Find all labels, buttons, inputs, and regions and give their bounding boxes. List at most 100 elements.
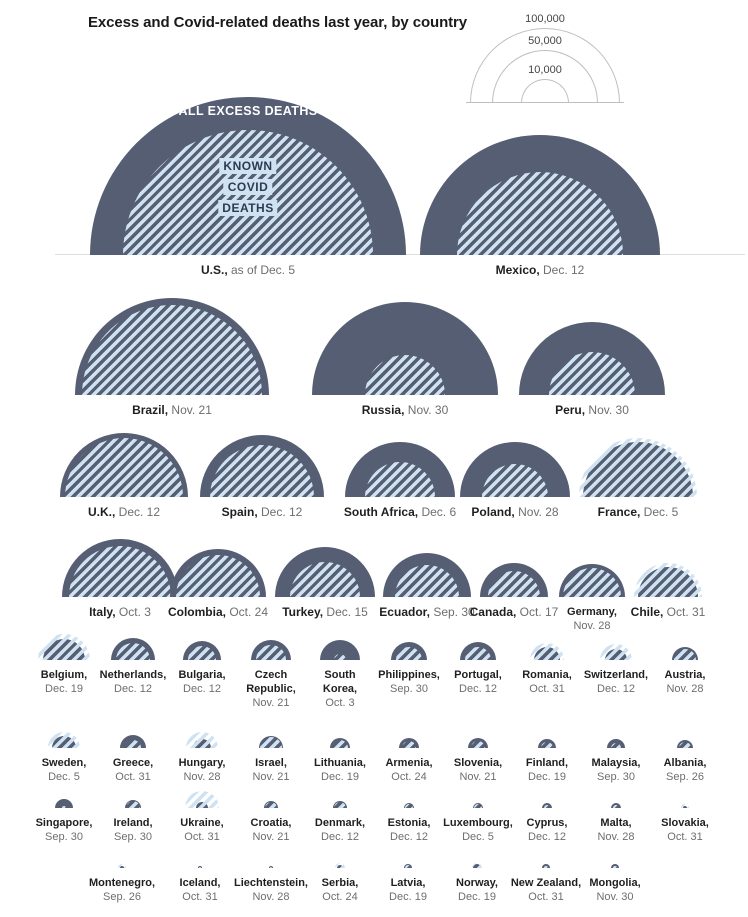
country-label: Mexico, Dec. 12 bbox=[495, 263, 585, 277]
country-label: Ukraine, Oct. 31 bbox=[180, 817, 224, 843]
country-label: Mongolia, Nov. 30 bbox=[589, 877, 641, 903]
country-label: Romania, Oct. 31 bbox=[522, 669, 572, 695]
country-label: Bulgaria, Dec. 12 bbox=[178, 669, 226, 695]
country-label: Netherlands, Dec. 12 bbox=[99, 669, 167, 695]
covid-deaths-semicircle bbox=[634, 563, 702, 597]
covid-deaths-semicircle bbox=[530, 643, 564, 660]
country-label: Denmark, Dec. 12 bbox=[314, 817, 366, 843]
covid-deaths-semicircle bbox=[405, 804, 413, 808]
annotation-known-covid-deaths: KNOWN COVID DEATHS bbox=[218, 158, 278, 216]
excess-deaths-semicircle bbox=[320, 640, 360, 660]
country-label: Singapore, Sep. 30 bbox=[35, 817, 93, 843]
covid-deaths-semicircle bbox=[396, 647, 422, 660]
country-label: Slovakia, Oct. 31 bbox=[661, 817, 709, 843]
chart-title: Excess and Covid-related deaths last yea… bbox=[88, 14, 468, 31]
annotation-all-excess-deaths: ALL EXCESS DEATHS bbox=[178, 104, 318, 118]
covid-deaths-semicircle bbox=[62, 806, 66, 808]
country-label: South Korea, Oct. 3 bbox=[322, 669, 358, 709]
country-label: Iceland, Oct. 31 bbox=[179, 877, 221, 903]
annotation-known-covid-line: COVID bbox=[223, 179, 273, 195]
covid-deaths-semicircle bbox=[260, 737, 282, 748]
country-label: Chile, Oct. 31 bbox=[630, 605, 706, 619]
covid-deaths-semicircle bbox=[465, 647, 491, 660]
covid-deaths-semicircle bbox=[334, 654, 346, 660]
country-label: Italy, Oct. 3 bbox=[89, 605, 151, 619]
covid-deaths-semicircle bbox=[265, 802, 277, 808]
country-label: Switzerland, Dec. 12 bbox=[583, 669, 649, 695]
country-label: Portugal, Dec. 12 bbox=[454, 669, 502, 695]
legend-baseline bbox=[466, 102, 624, 103]
country-label: Finland, Dec. 19 bbox=[525, 757, 569, 783]
covid-deaths-semicircle bbox=[474, 804, 482, 808]
annotation-known-covid-line: KNOWN bbox=[219, 158, 277, 174]
covid-deaths-semicircle bbox=[186, 732, 218, 748]
country-label: Norway, Dec. 19 bbox=[456, 877, 498, 903]
country-label: Turkey, Dec. 15 bbox=[282, 605, 368, 619]
covid-deaths-semicircle bbox=[38, 634, 90, 660]
country-label: Poland, Nov. 28 bbox=[471, 505, 559, 519]
covid-deaths-semicircle bbox=[125, 740, 141, 748]
covid-deaths-semicircle bbox=[544, 805, 550, 808]
covid-deaths-semicircle bbox=[116, 643, 150, 660]
excess-deaths-semicircle bbox=[55, 799, 73, 808]
legend-ring-label: 50,000 bbox=[528, 35, 562, 47]
annotation-known-covid-line: DEATHS bbox=[218, 200, 278, 216]
covid-deaths-semicircle bbox=[544, 866, 548, 868]
country-label: Montenegro, Sep. 26 bbox=[89, 877, 155, 903]
covid-deaths-semicircle bbox=[402, 741, 416, 748]
covid-deaths-semicircle bbox=[126, 801, 140, 808]
country-label: Armenia, Oct. 24 bbox=[385, 757, 433, 783]
country-label: Greece, Oct. 31 bbox=[112, 757, 154, 783]
covid-deaths-semicircle bbox=[681, 804, 689, 808]
country-label: Latvia, Dec. 19 bbox=[389, 877, 427, 903]
country-label: Czech Republic, Nov. 21 bbox=[246, 669, 296, 709]
country-label: Estonia, Dec. 12 bbox=[387, 817, 431, 843]
covid-deaths-semicircle bbox=[405, 865, 411, 868]
covid-deaths-semicircle bbox=[600, 644, 632, 660]
covid-deaths-semicircle bbox=[613, 805, 619, 808]
country-label: Israel, Nov. 21 bbox=[252, 757, 290, 783]
covid-deaths-semicircle bbox=[472, 863, 482, 868]
country-label: Spain, Dec. 12 bbox=[221, 505, 303, 519]
country-label: Cyprus, Dec. 12 bbox=[526, 817, 568, 843]
country-label: Russia, Nov. 30 bbox=[361, 403, 449, 417]
covid-deaths-semicircle bbox=[82, 305, 262, 395]
covid-deaths-semicircle bbox=[335, 863, 345, 868]
country-label: Canada, Oct. 17 bbox=[469, 605, 559, 619]
country-label: Ecuador, Sep. 30 bbox=[379, 605, 475, 619]
country-label: Luxembourg, Dec. 5 bbox=[443, 817, 513, 843]
country-label: Germany, Nov. 28 bbox=[567, 606, 617, 632]
country-label: Liechtenstein, Nov. 28 bbox=[234, 877, 308, 903]
covid-deaths-semicircle bbox=[679, 742, 691, 748]
country-label: Malta, Nov. 28 bbox=[597, 817, 635, 843]
country-label: U.K., Dec. 12 bbox=[87, 505, 161, 519]
covid-deaths-semicircle bbox=[471, 741, 485, 748]
country-label: Albania, Sep. 26 bbox=[663, 757, 707, 783]
covid-deaths-semicircle bbox=[256, 645, 286, 660]
country-label: Croatia, Nov. 21 bbox=[250, 817, 292, 843]
legend-ring-label: 10,000 bbox=[528, 64, 562, 76]
country-label: Serbia, Oct. 24 bbox=[321, 877, 359, 903]
country-label: Brazil, Nov. 21 bbox=[132, 403, 212, 417]
covid-deaths-semicircle bbox=[332, 740, 348, 748]
legend-ring-label: 100,000 bbox=[525, 13, 565, 25]
covid-deaths-semicircle bbox=[48, 732, 80, 748]
country-label: Lithuania, Dec. 19 bbox=[314, 757, 366, 783]
country-label: Philippines, Sep. 30 bbox=[378, 669, 440, 695]
country-label: South Africa, Dec. 6 bbox=[343, 505, 457, 519]
country-label: Belgium, Dec. 19 bbox=[40, 669, 88, 695]
country-label: Malaysia, Sep. 30 bbox=[591, 757, 641, 783]
covid-deaths-semicircle bbox=[541, 742, 553, 748]
country-label: U.S., as of Dec. 5 bbox=[200, 263, 296, 277]
covid-deaths-semicircle bbox=[118, 864, 126, 868]
covid-deaths-semicircle bbox=[674, 649, 696, 660]
country-label: Colombia, Oct. 24 bbox=[167, 605, 269, 619]
country-label: Peru, Nov. 30 bbox=[555, 403, 629, 417]
country-label: Austria, Nov. 28 bbox=[664, 669, 706, 695]
covid-deaths-semicircle bbox=[199, 867, 201, 868]
country-label: Ireland, Sep. 30 bbox=[113, 817, 153, 843]
covid-deaths-semicircle bbox=[334, 802, 346, 808]
country-label: Hungary, Nov. 28 bbox=[178, 757, 226, 783]
country-label: New Zealand, Oct. 31 bbox=[510, 877, 582, 903]
